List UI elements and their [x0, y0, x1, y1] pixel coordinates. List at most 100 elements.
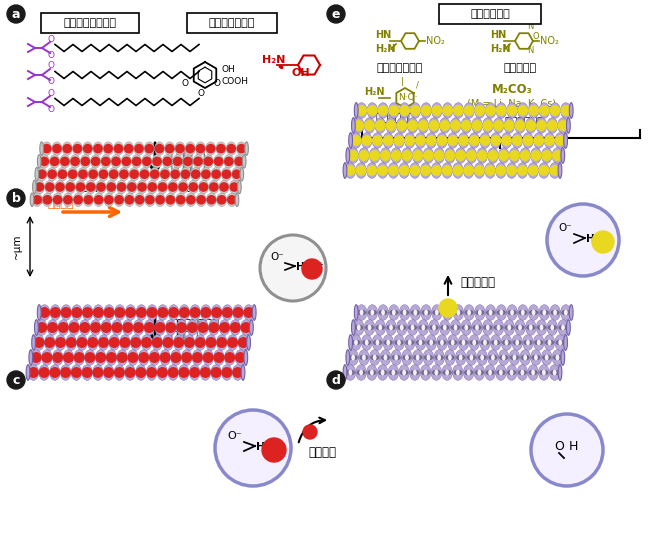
Circle shape — [101, 157, 110, 165]
Circle shape — [71, 157, 79, 165]
Ellipse shape — [569, 305, 573, 320]
Ellipse shape — [49, 364, 60, 380]
Text: 磁場下での: 磁場下での — [170, 149, 205, 162]
Ellipse shape — [202, 310, 211, 316]
Ellipse shape — [162, 335, 174, 350]
Ellipse shape — [352, 118, 356, 133]
Ellipse shape — [395, 138, 404, 144]
Ellipse shape — [66, 184, 75, 189]
Circle shape — [531, 151, 541, 160]
Ellipse shape — [225, 355, 234, 360]
Ellipse shape — [470, 339, 479, 345]
Ellipse shape — [356, 103, 367, 118]
Ellipse shape — [399, 364, 410, 380]
Ellipse shape — [136, 305, 147, 320]
Ellipse shape — [185, 142, 195, 156]
Circle shape — [239, 338, 248, 347]
Ellipse shape — [483, 339, 487, 345]
Ellipse shape — [352, 138, 361, 144]
Ellipse shape — [561, 350, 565, 365]
Ellipse shape — [413, 369, 417, 375]
Ellipse shape — [39, 305, 50, 320]
Ellipse shape — [149, 350, 160, 365]
Ellipse shape — [477, 148, 488, 163]
Ellipse shape — [453, 103, 463, 118]
Ellipse shape — [540, 310, 549, 316]
Ellipse shape — [220, 325, 229, 330]
Ellipse shape — [63, 193, 73, 207]
Ellipse shape — [515, 320, 525, 335]
Ellipse shape — [34, 339, 44, 345]
Ellipse shape — [207, 197, 216, 202]
Circle shape — [504, 121, 514, 130]
Ellipse shape — [53, 146, 61, 151]
Ellipse shape — [437, 335, 447, 350]
Circle shape — [42, 353, 52, 362]
Ellipse shape — [127, 350, 138, 365]
Circle shape — [190, 308, 200, 317]
Ellipse shape — [53, 193, 62, 207]
Ellipse shape — [168, 184, 177, 189]
Ellipse shape — [114, 193, 124, 207]
Circle shape — [542, 151, 551, 160]
Ellipse shape — [205, 335, 216, 350]
Ellipse shape — [90, 154, 101, 168]
Ellipse shape — [217, 197, 226, 202]
Ellipse shape — [539, 163, 549, 178]
Ellipse shape — [395, 339, 404, 345]
Ellipse shape — [346, 350, 350, 365]
Ellipse shape — [558, 122, 567, 128]
Ellipse shape — [501, 133, 512, 149]
Ellipse shape — [426, 138, 436, 144]
Ellipse shape — [408, 118, 418, 133]
Ellipse shape — [136, 370, 146, 375]
Ellipse shape — [193, 154, 203, 168]
Ellipse shape — [112, 320, 122, 335]
Circle shape — [94, 145, 102, 153]
Ellipse shape — [42, 142, 52, 156]
Ellipse shape — [153, 159, 161, 164]
Ellipse shape — [163, 159, 172, 164]
Ellipse shape — [370, 153, 379, 158]
Ellipse shape — [199, 184, 208, 189]
Ellipse shape — [73, 146, 82, 151]
Ellipse shape — [367, 103, 378, 118]
Ellipse shape — [381, 369, 385, 375]
Circle shape — [142, 338, 151, 347]
Circle shape — [72, 308, 82, 317]
Circle shape — [194, 157, 202, 165]
Ellipse shape — [114, 305, 125, 320]
Ellipse shape — [114, 146, 123, 151]
Ellipse shape — [252, 305, 256, 320]
Circle shape — [177, 323, 187, 332]
Ellipse shape — [359, 148, 369, 163]
Ellipse shape — [99, 172, 108, 177]
Circle shape — [179, 368, 188, 377]
Circle shape — [220, 183, 228, 191]
Ellipse shape — [209, 320, 219, 335]
Ellipse shape — [368, 108, 377, 113]
Circle shape — [61, 308, 71, 317]
Ellipse shape — [523, 335, 533, 350]
Ellipse shape — [58, 320, 68, 335]
Text: H₃N⁺: H₃N⁺ — [256, 442, 285, 452]
Ellipse shape — [369, 148, 380, 163]
Ellipse shape — [447, 335, 458, 350]
Ellipse shape — [356, 305, 367, 320]
Ellipse shape — [389, 305, 399, 320]
Ellipse shape — [412, 148, 423, 163]
Ellipse shape — [445, 148, 455, 163]
Circle shape — [220, 323, 229, 332]
Ellipse shape — [445, 350, 455, 365]
Ellipse shape — [473, 122, 482, 128]
Ellipse shape — [507, 103, 517, 118]
Ellipse shape — [47, 320, 58, 335]
Ellipse shape — [83, 142, 93, 156]
Circle shape — [188, 323, 197, 332]
Ellipse shape — [212, 172, 220, 177]
Ellipse shape — [233, 370, 242, 375]
Ellipse shape — [348, 335, 352, 350]
Ellipse shape — [529, 324, 532, 331]
Circle shape — [126, 308, 135, 317]
Ellipse shape — [152, 335, 162, 350]
